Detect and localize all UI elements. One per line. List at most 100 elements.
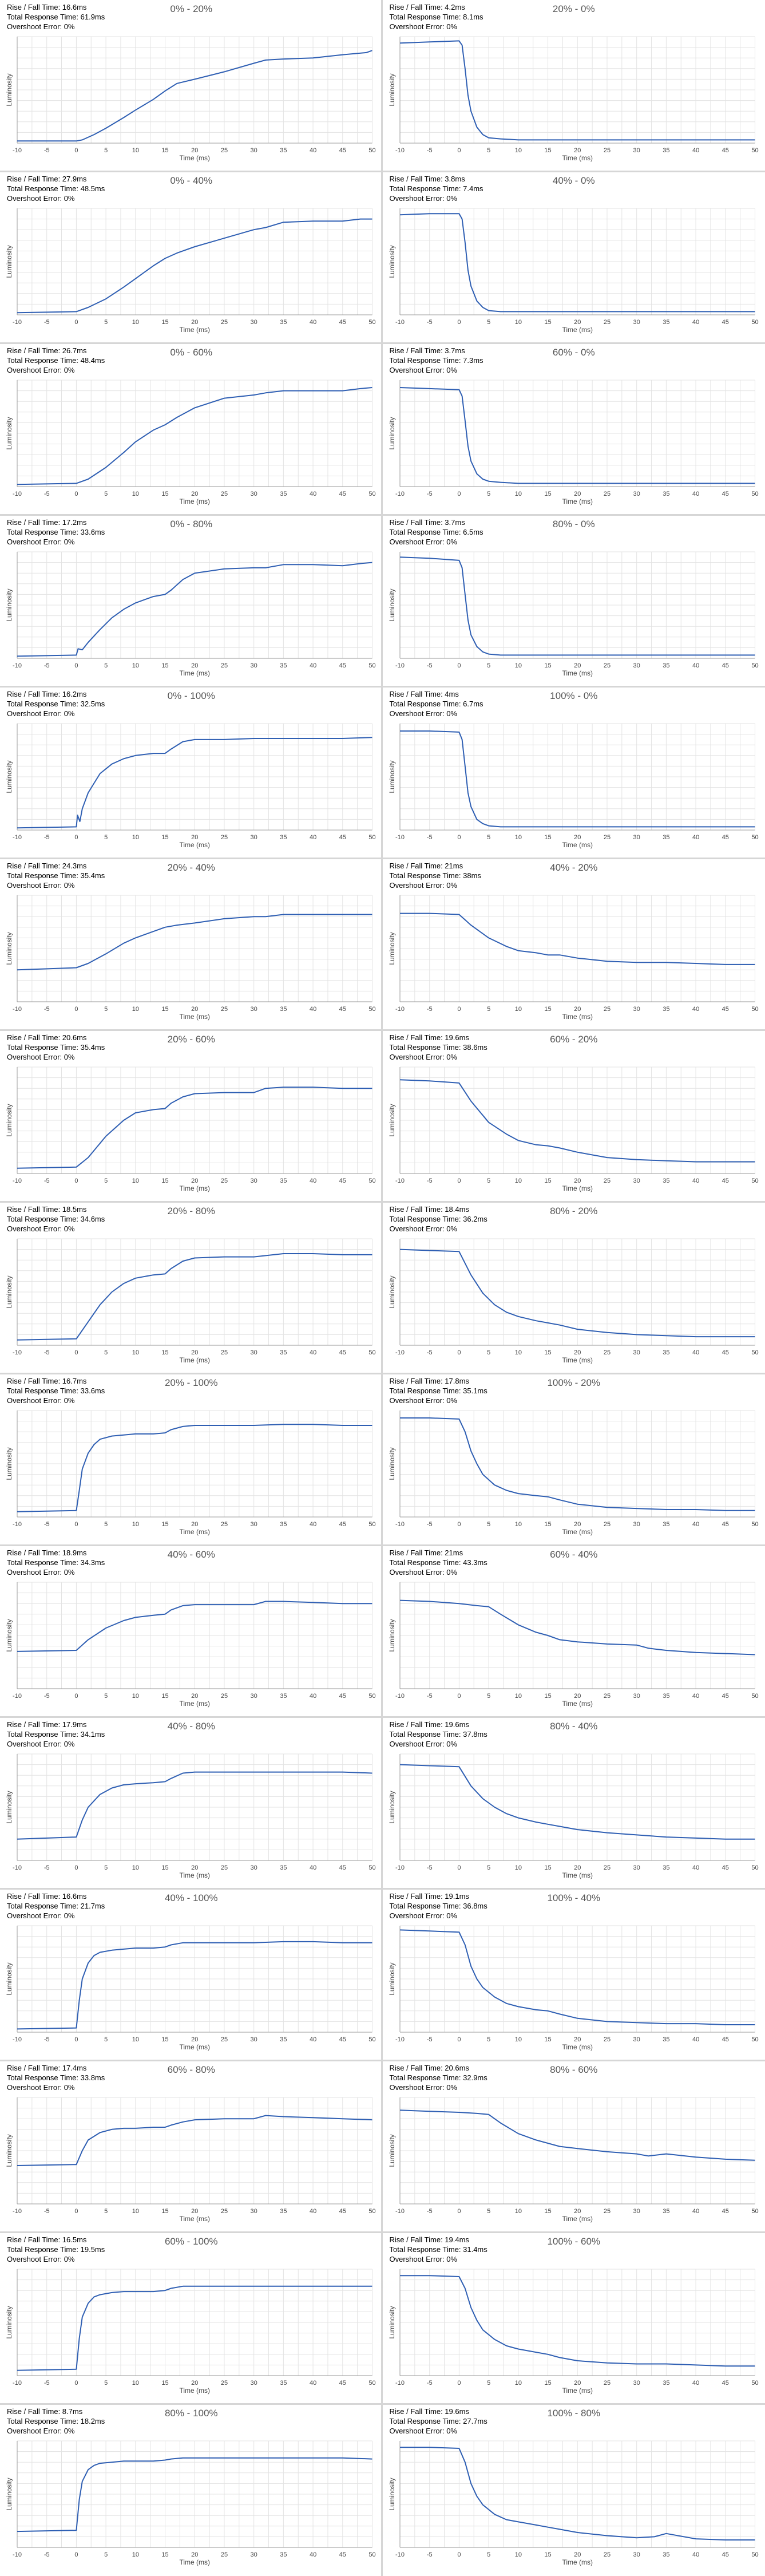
overshoot-error: Overshoot Error: 0% bbox=[389, 194, 458, 203]
x-tick-label: 15 bbox=[161, 491, 168, 497]
row-separator bbox=[0, 686, 765, 688]
chart-title: 60% - 20% bbox=[550, 1034, 598, 1045]
x-tick-label: 50 bbox=[368, 491, 375, 497]
x-tick-label: 5 bbox=[487, 491, 490, 497]
x-tick-label: 50 bbox=[368, 2036, 375, 2043]
x-tick-label: 30 bbox=[251, 1006, 257, 1013]
x-tick-label: 15 bbox=[161, 1693, 168, 1700]
total-response-time: Total Response Time: 33.6ms bbox=[7, 1386, 105, 1395]
x-tick-label: 45 bbox=[339, 1693, 346, 1700]
x-tick-label: 40 bbox=[692, 1349, 699, 1356]
x-tick-label: 0 bbox=[74, 1006, 78, 1013]
x-tick-label: 30 bbox=[633, 2036, 640, 2043]
stats-block: Rise / Fall Time: 20.6ms Total Response T… bbox=[7, 1033, 105, 1062]
line-chart: -10 -5 0 5 10 15 20 25 30 35 40 45 50 Time (ms) Lumino… bbox=[5, 1410, 376, 1536]
x-tick-label: 0 bbox=[457, 1178, 461, 1184]
chart-title: 0% - 60% bbox=[170, 347, 213, 358]
x-tick-label: 50 bbox=[751, 2551, 758, 2558]
overshoot-error: Overshoot Error: 0% bbox=[7, 538, 75, 546]
x-tick-label: 50 bbox=[368, 1521, 375, 1528]
overshoot-error: Overshoot Error: 0% bbox=[7, 1053, 75, 1061]
x-axis-label: Time (ms) bbox=[179, 497, 210, 505]
x-tick-label: 50 bbox=[368, 834, 375, 841]
line-chart: -10 -5 0 5 10 15 20 25 30 35 40 45 50 Time (ms) Lumino… bbox=[388, 36, 758, 162]
rise-fall-time: Rise / Fall Time: 4ms bbox=[389, 690, 459, 698]
x-tick-label: -5 bbox=[44, 1693, 50, 1700]
x-tick-label: -10 bbox=[395, 1006, 405, 1013]
line-chart: -10 -5 0 5 10 15 20 25 30 35 40 45 50 Time (ms) Lumino… bbox=[5, 1582, 376, 1708]
x-tick-label: -5 bbox=[44, 834, 50, 841]
x-tick-label: -5 bbox=[426, 2551, 432, 2558]
x-tick-label: 0 bbox=[457, 1864, 461, 1871]
x-tick-label: 15 bbox=[544, 2551, 551, 2558]
rise-fall-time: Rise / Fall Time: 20.6ms bbox=[7, 1033, 87, 1042]
x-tick-label: 45 bbox=[339, 2551, 346, 2558]
row-separator bbox=[0, 1029, 765, 1031]
total-response-time: Total Response Time: 43.3ms bbox=[389, 1558, 487, 1567]
stats-block: Rise / Fall Time: 19.4ms Total Response T… bbox=[390, 2235, 487, 2264]
x-tick-label: 0 bbox=[74, 2036, 78, 2043]
chart-title: 100% - 20% bbox=[547, 1377, 601, 1388]
x-tick-label: 30 bbox=[633, 1006, 640, 1013]
row-separator bbox=[0, 858, 765, 859]
overshoot-error: Overshoot Error: 0% bbox=[7, 709, 75, 718]
x-tick-label: -10 bbox=[13, 2380, 22, 2387]
x-tick-label: 40 bbox=[310, 2380, 316, 2387]
x-tick-label: -10 bbox=[13, 1864, 22, 1871]
x-tick-label: -10 bbox=[395, 319, 405, 326]
x-tick-label: -10 bbox=[395, 2551, 405, 2558]
total-response-time: Total Response Time: 33.8ms bbox=[7, 2073, 105, 2082]
overshoot-error: Overshoot Error: 0% bbox=[389, 1396, 458, 1405]
total-response-time: Total Response Time: 34.3ms bbox=[7, 1558, 105, 1567]
x-axis-label: Time (ms) bbox=[179, 1871, 210, 1879]
x-tick-label: -10 bbox=[13, 1006, 22, 1013]
chart-title: 20% - 0% bbox=[552, 3, 595, 14]
x-tick-label: 10 bbox=[514, 1006, 521, 1013]
x-tick-label: 35 bbox=[280, 2208, 287, 2215]
rise-fall-time: Rise / Fall Time: 27.9ms bbox=[7, 175, 87, 183]
x-tick-label: 45 bbox=[339, 319, 346, 326]
chart-title: 40% - 80% bbox=[167, 1721, 215, 1732]
y-axis-label: Luminosity bbox=[5, 1619, 13, 1652]
rise-fall-time: Rise / Fall Time: 17.2ms bbox=[7, 518, 87, 527]
x-tick-label: 50 bbox=[751, 1521, 758, 1528]
stats-block: Rise / Fall Time: 19.6ms Total Response T… bbox=[390, 1033, 487, 1062]
x-tick-label: 25 bbox=[603, 2208, 610, 2215]
overshoot-error: Overshoot Error: 0% bbox=[389, 881, 458, 890]
x-tick-label: 20 bbox=[191, 1521, 198, 1528]
x-tick-label: 0 bbox=[457, 1349, 461, 1356]
x-tick-label: 15 bbox=[161, 1006, 168, 1013]
x-axis-label: Time (ms) bbox=[562, 154, 593, 162]
row-separator bbox=[0, 171, 765, 172]
total-response-time: Total Response Time: 36.2ms bbox=[389, 1215, 487, 1223]
rise-fall-time: Rise / Fall Time: 17.9ms bbox=[7, 1720, 87, 1729]
x-tick-label: 50 bbox=[751, 147, 758, 154]
x-axis-label: Time (ms) bbox=[562, 2387, 593, 2395]
chart-panel: Rise / Fall Time: 8.7ms Total Response Ti… bbox=[0, 2404, 383, 2576]
y-axis-label: Luminosity bbox=[5, 2478, 13, 2510]
x-tick-label: 0 bbox=[457, 1693, 461, 1700]
x-tick-label: -10 bbox=[13, 1349, 22, 1356]
x-tick-label: 45 bbox=[722, 1178, 728, 1184]
x-tick-label: 30 bbox=[633, 491, 640, 497]
row-separator bbox=[0, 2231, 765, 2233]
x-tick-label: 45 bbox=[722, 662, 728, 669]
overshoot-error: Overshoot Error: 0% bbox=[389, 366, 458, 374]
x-tick-label: -5 bbox=[44, 662, 50, 669]
chart-panel: Rise / Fall Time: 16.2ms Total Response T… bbox=[0, 687, 383, 859]
x-tick-label: 30 bbox=[251, 834, 257, 841]
x-tick-label: -5 bbox=[44, 1864, 50, 1871]
overshoot-error: Overshoot Error: 0% bbox=[389, 2083, 458, 2092]
x-axis-label: Time (ms) bbox=[562, 1700, 593, 1708]
x-tick-label: 40 bbox=[310, 1178, 316, 1184]
x-tick-label: 5 bbox=[104, 1864, 108, 1871]
line-chart: -10 -5 0 5 10 15 20 25 30 35 40 45 50 Time (ms) Lumino… bbox=[388, 1410, 758, 1536]
stats-block: Rise / Fall Time: 21ms Total Response Tim… bbox=[390, 1548, 487, 1577]
x-tick-label: 50 bbox=[751, 1006, 758, 1013]
x-tick-label: 25 bbox=[603, 2551, 610, 2558]
x-tick-label: -5 bbox=[426, 1521, 432, 1528]
x-tick-label: 45 bbox=[339, 834, 346, 841]
x-tick-label: 25 bbox=[221, 1521, 228, 1528]
x-tick-label: 20 bbox=[574, 1693, 581, 1700]
rise-fall-time: Rise / Fall Time: 20.6ms bbox=[389, 2064, 469, 2072]
